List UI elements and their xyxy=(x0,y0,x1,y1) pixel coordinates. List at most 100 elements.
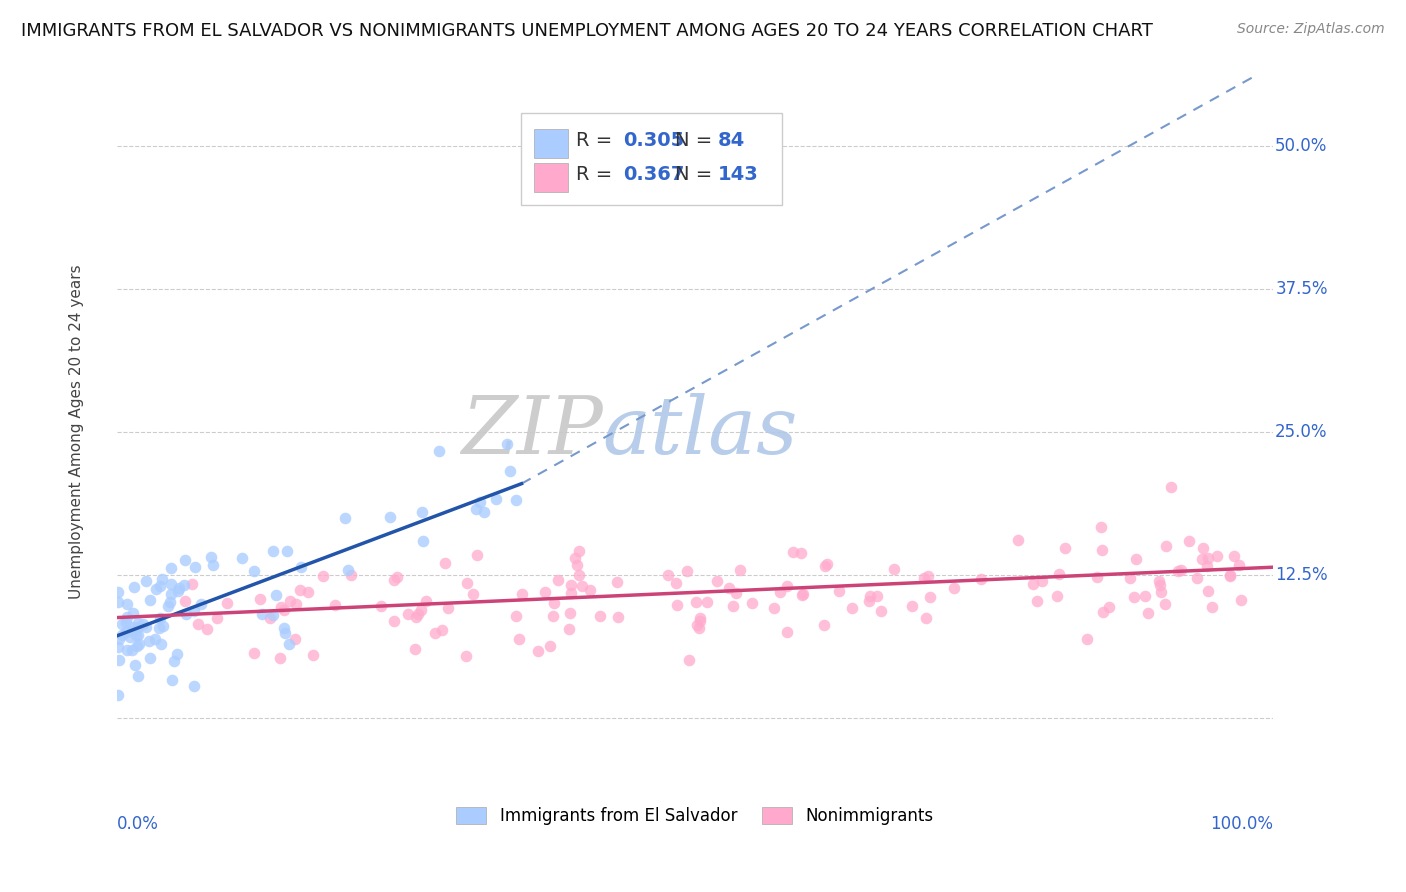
Point xyxy=(382,614,405,628)
Point xyxy=(1031,574,1053,589)
Point xyxy=(162,654,184,668)
Point xyxy=(1219,568,1241,582)
Point xyxy=(243,565,266,579)
Point xyxy=(717,581,740,595)
Point xyxy=(396,607,419,621)
Point xyxy=(425,625,447,640)
Point xyxy=(149,579,172,593)
Point xyxy=(270,600,292,615)
Point xyxy=(297,585,319,599)
Point xyxy=(813,618,835,632)
Point xyxy=(1047,567,1070,582)
Point xyxy=(579,582,602,597)
Point xyxy=(1167,564,1189,578)
Point xyxy=(150,637,173,651)
Point xyxy=(1205,549,1227,563)
Point xyxy=(340,568,363,582)
Point xyxy=(139,593,162,607)
Text: 0.0%: 0.0% xyxy=(117,815,159,833)
Point xyxy=(159,595,181,609)
Point xyxy=(231,551,253,566)
Point xyxy=(858,590,880,604)
Point xyxy=(1195,558,1218,573)
Point xyxy=(128,637,150,651)
Point xyxy=(970,573,993,587)
Point xyxy=(139,650,162,665)
Point xyxy=(174,594,197,608)
Point xyxy=(108,653,131,667)
Point xyxy=(264,589,287,603)
Point xyxy=(558,606,581,620)
Point xyxy=(436,600,458,615)
Point xyxy=(125,628,148,642)
Point xyxy=(1007,533,1029,547)
Point xyxy=(107,689,129,703)
Point xyxy=(273,603,295,617)
Point xyxy=(1076,632,1098,646)
Point xyxy=(607,610,630,624)
Point xyxy=(1230,593,1253,607)
Point xyxy=(174,553,197,567)
Point xyxy=(666,599,689,613)
Point xyxy=(1022,577,1045,591)
Point xyxy=(121,624,143,638)
Point xyxy=(159,561,181,575)
Point xyxy=(1090,520,1112,534)
Point xyxy=(411,603,433,617)
Point xyxy=(169,581,191,595)
Point xyxy=(560,578,582,592)
Point xyxy=(1149,585,1171,599)
Point xyxy=(111,627,134,641)
Point xyxy=(277,637,299,651)
Point xyxy=(127,615,149,630)
Point xyxy=(505,493,527,508)
FancyBboxPatch shape xyxy=(534,129,568,158)
Point xyxy=(190,597,212,611)
Point xyxy=(370,599,392,614)
Point xyxy=(249,592,271,607)
Point xyxy=(815,557,838,571)
Point xyxy=(1197,550,1219,565)
Point xyxy=(430,623,453,637)
Point xyxy=(156,599,179,613)
Point xyxy=(118,630,141,644)
Point xyxy=(571,579,593,593)
Point xyxy=(782,545,804,559)
Point xyxy=(195,622,218,636)
Point xyxy=(505,608,527,623)
Point xyxy=(183,605,205,619)
Point xyxy=(841,600,863,615)
Point xyxy=(1053,541,1076,555)
Text: N =: N = xyxy=(675,165,718,184)
Point xyxy=(1191,552,1213,566)
Point xyxy=(176,607,198,621)
Text: 100.0%: 100.0% xyxy=(1211,815,1272,833)
Point xyxy=(127,620,149,634)
Point xyxy=(107,595,129,609)
Point xyxy=(127,669,149,683)
Point xyxy=(215,596,238,610)
Point xyxy=(723,599,745,613)
Point xyxy=(412,534,434,549)
Point xyxy=(276,544,298,558)
Text: ZIP: ZIP xyxy=(461,393,602,471)
Point xyxy=(121,643,143,657)
Point xyxy=(543,596,565,610)
Point xyxy=(866,589,889,603)
Point xyxy=(121,620,143,634)
Point xyxy=(1092,605,1115,619)
Point xyxy=(1154,597,1177,611)
Point xyxy=(1136,606,1159,620)
Text: 12.5%: 12.5% xyxy=(1275,566,1327,584)
Point xyxy=(485,492,508,507)
Point xyxy=(1178,534,1201,549)
Point xyxy=(730,563,752,577)
Point xyxy=(688,621,710,635)
Point xyxy=(496,436,519,450)
Point xyxy=(558,622,581,636)
Text: atlas: atlas xyxy=(602,393,797,471)
Point xyxy=(200,549,222,564)
Point xyxy=(790,588,813,602)
Point xyxy=(145,582,167,597)
Point xyxy=(150,572,173,586)
